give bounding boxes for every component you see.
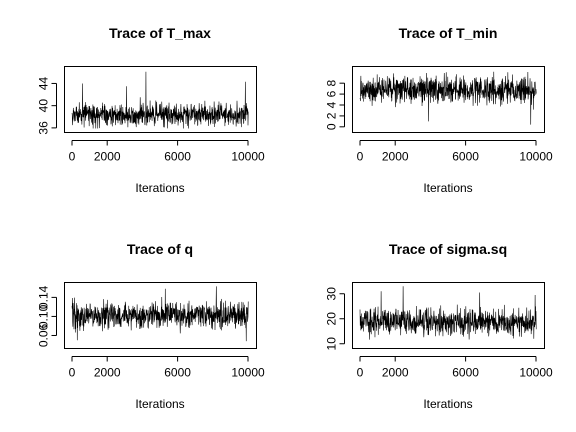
x-tick-label: 10000 <box>519 366 553 380</box>
trace-panel-4: Trace of sigma.sq 0 2000 6000 10000 Iteration… <box>325 241 554 411</box>
x-axis-label: Iterations <box>423 397 472 411</box>
panel-title: Trace of T_max <box>109 25 211 41</box>
x-tick-label: 6000 <box>164 150 191 164</box>
y-axis: 36 40 44 <box>37 76 57 135</box>
panel-title: Trace of T_min <box>399 25 498 41</box>
x-tick-label: 2000 <box>382 150 409 164</box>
y-tick-label: 36 <box>37 121 51 135</box>
y-axis: 0.060.100.14 <box>37 285 57 347</box>
plot-frame <box>352 282 545 349</box>
x-tick-label: 2000 <box>94 366 121 380</box>
x-axis: 0 2000 6000 10000 <box>69 140 265 164</box>
x-axis-label: Iterations <box>423 181 472 195</box>
x-tick-label: 10000 <box>519 150 553 164</box>
y-tick-label: 30 <box>325 287 339 301</box>
y-axis: 0 2 4 6 8 <box>325 80 345 130</box>
y-tick-label: 0.14 <box>37 285 51 309</box>
y-tick-label: 44 <box>37 76 51 90</box>
panel-title: Trace of q <box>127 241 193 257</box>
y-axis: 10 20 30 <box>325 287 345 351</box>
trace-line <box>359 286 537 340</box>
x-tick-label: 6000 <box>164 366 191 380</box>
x-tick-label: 0 <box>357 150 364 164</box>
x-tick-label: 10000 <box>231 366 265 380</box>
y-tick-label: 2 <box>325 112 339 119</box>
y-tick-label: 0.06 <box>37 323 51 347</box>
trace-line <box>359 71 537 125</box>
plot-frame <box>64 66 257 133</box>
y-tick-label: 0.10 <box>37 304 51 328</box>
y-tick-label: 4 <box>325 101 339 108</box>
x-tick-label: 0 <box>69 150 76 164</box>
trace-line <box>71 286 249 342</box>
x-axis-label: Iterations <box>135 181 184 195</box>
x-tick-label: 0 <box>357 366 364 380</box>
x-tick-label: 10000 <box>231 150 265 164</box>
trace-panel-1: Trace of T_max 0 2000 6000 10000 Iterations 36… <box>37 25 266 195</box>
panel-title: Trace of sigma.sq <box>389 241 507 257</box>
y-tick-label: 0 <box>325 123 339 130</box>
x-tick-label: 6000 <box>452 150 479 164</box>
x-tick-label: 6000 <box>452 366 479 380</box>
x-tick-label: 0 <box>69 366 76 380</box>
trace-panel-3: Trace of q0 2000 6000 10000Iterations0.060.… <box>37 241 266 411</box>
x-axis: 0 2000 6000 10000 <box>357 356 553 380</box>
plot-frame <box>352 66 545 133</box>
x-tick-label: 2000 <box>382 366 409 380</box>
trace-line <box>71 71 249 129</box>
y-tick-label: 6 <box>325 90 339 97</box>
plot-frame <box>64 282 257 349</box>
x-axis: 0 2000 6000 10000 <box>357 140 553 164</box>
trace-panel-2: Trace of T_min 0 2000 6000 10000 Iterations 0 2… <box>325 25 554 195</box>
y-tick-label: 10 <box>325 337 339 351</box>
x-axis: 0 2000 6000 10000 <box>69 356 265 380</box>
y-tick-label: 40 <box>37 99 51 113</box>
x-axis-label: Iterations <box>135 397 184 411</box>
y-tick-label: 8 <box>325 80 339 87</box>
x-tick-label: 2000 <box>94 150 121 164</box>
y-tick-label: 20 <box>325 312 339 326</box>
